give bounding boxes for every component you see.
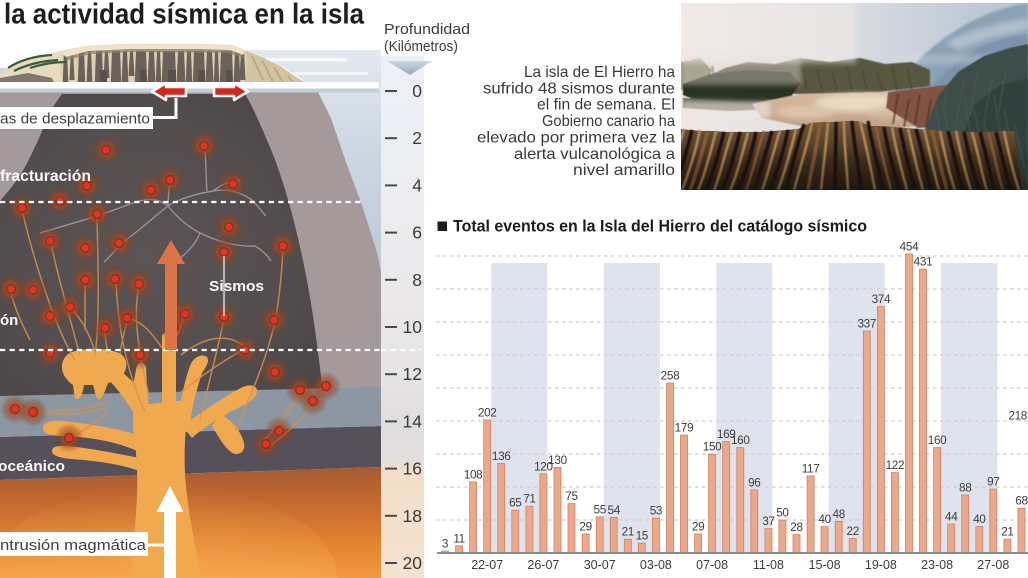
svg-text:15-08: 15-08 — [809, 558, 841, 572]
svg-text:258: 258 — [661, 369, 680, 383]
svg-text:337: 337 — [857, 317, 876, 331]
svg-text:22-07: 22-07 — [471, 558, 503, 572]
svg-text:ntrusión magmática: ntrusión magmática — [0, 537, 147, 554]
svg-text:202: 202 — [478, 405, 497, 419]
svg-text:nivel amarillo: nivel amarillo — [573, 162, 675, 179]
svg-text:6: 6 — [412, 223, 422, 243]
svg-text:136: 136 — [492, 449, 511, 463]
svg-text:10: 10 — [403, 317, 423, 337]
svg-text:23-08: 23-08 — [921, 558, 953, 572]
svg-text:el fin de semana. El: el fin de semana. El — [537, 97, 675, 114]
svg-text:75: 75 — [565, 489, 578, 503]
svg-text:as de desplazamiento: as de desplazamiento — [0, 111, 150, 128]
svg-text:27-08: 27-08 — [977, 558, 1009, 572]
svg-text:50: 50 — [776, 506, 789, 520]
svg-text:48: 48 — [832, 507, 845, 521]
svg-text:55: 55 — [593, 502, 606, 516]
svg-text:117: 117 — [802, 461, 820, 475]
svg-text:alerta vulcanológica a: alerta vulcanológica a — [514, 146, 675, 163]
svg-text:15: 15 — [636, 529, 649, 543]
svg-text:0: 0 — [412, 81, 422, 101]
svg-text:54: 54 — [607, 503, 620, 517]
svg-text:44: 44 — [945, 510, 958, 524]
svg-text:14: 14 — [403, 411, 423, 431]
svg-text:Profundidad: Profundidad — [384, 21, 470, 38]
svg-text:431: 431 — [914, 255, 933, 269]
svg-text:sufrido 48 sismos durante: sufrido 48 sismos durante — [483, 80, 675, 97]
svg-text:Total eventos en la Isla del H: Total eventos en la Isla del Hierro del … — [453, 217, 867, 236]
svg-text:La isla de El Hierro ha: La isla de El Hierro ha — [524, 64, 675, 81]
svg-text:122: 122 — [886, 458, 905, 472]
svg-text:160: 160 — [928, 433, 947, 447]
svg-text:37: 37 — [762, 514, 774, 528]
svg-text:218: 218 — [1008, 408, 1027, 422]
svg-text:29: 29 — [579, 519, 591, 533]
svg-text:8: 8 — [412, 270, 422, 290]
svg-text:2: 2 — [412, 128, 422, 148]
svg-text:16: 16 — [403, 459, 422, 479]
svg-text:(Kilómetros): (Kilómetros) — [384, 38, 458, 55]
svg-text:96: 96 — [748, 475, 761, 489]
svg-text:40: 40 — [973, 512, 986, 526]
svg-text:169: 169 — [717, 427, 736, 441]
svg-text:97: 97 — [987, 475, 999, 489]
svg-text:40: 40 — [818, 512, 831, 526]
svg-text:oceánico: oceánico — [0, 458, 65, 475]
svg-text:108: 108 — [464, 467, 483, 481]
svg-text:374: 374 — [872, 292, 891, 306]
svg-text:3: 3 — [442, 537, 449, 551]
svg-text:4: 4 — [412, 175, 422, 195]
svg-text:11-08: 11-08 — [753, 558, 784, 572]
svg-text:53: 53 — [650, 504, 663, 518]
svg-text:68: 68 — [1015, 494, 1028, 508]
svg-text:21: 21 — [622, 525, 634, 539]
svg-text:19-08: 19-08 — [865, 558, 897, 572]
svg-text:22: 22 — [846, 524, 858, 538]
svg-text:30-07: 30-07 — [584, 558, 616, 572]
svg-text:20: 20 — [403, 553, 423, 573]
svg-text:elevado por primera vez la: elevado por primera vez la — [477, 129, 675, 146]
svg-text:07-08: 07-08 — [696, 558, 728, 572]
svg-text:03-08: 03-08 — [640, 558, 672, 572]
svg-text:12: 12 — [403, 364, 422, 384]
svg-text:29: 29 — [692, 519, 704, 533]
svg-text:160: 160 — [731, 433, 750, 447]
svg-text:la actividad sísmica en la isl: la actividad sísmica en la isla — [4, 0, 365, 31]
svg-text:28: 28 — [790, 520, 803, 534]
svg-text:150: 150 — [703, 440, 722, 454]
svg-text:fracturación: fracturación — [0, 168, 91, 185]
svg-text:Sismos: Sismos — [209, 278, 264, 295]
svg-text:65: 65 — [509, 496, 522, 510]
svg-text:21: 21 — [1001, 525, 1013, 539]
svg-text:18: 18 — [403, 506, 422, 526]
svg-text:Gobierno canario ha: Gobierno canario ha — [542, 113, 675, 130]
svg-text:ón: ón — [0, 312, 18, 329]
svg-text:88: 88 — [959, 481, 972, 495]
svg-text:71: 71 — [523, 492, 535, 506]
svg-text:130: 130 — [548, 453, 567, 467]
svg-text:120: 120 — [534, 459, 553, 473]
svg-text:26-07: 26-07 — [527, 558, 559, 572]
svg-text:11: 11 — [453, 531, 465, 545]
svg-text:179: 179 — [675, 421, 694, 435]
svg-text:454: 454 — [900, 239, 919, 253]
